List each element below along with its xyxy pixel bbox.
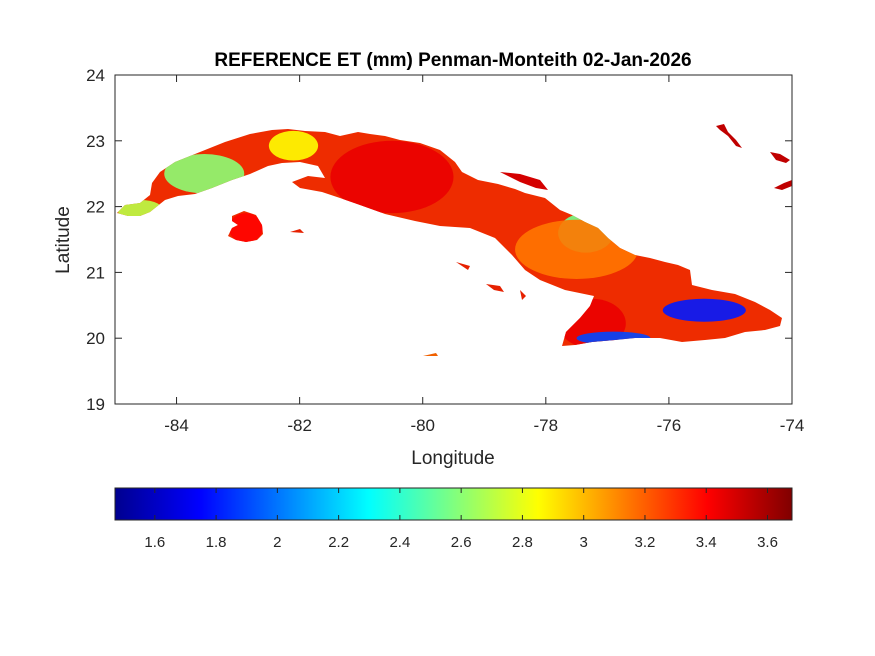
cay-south-1 [456, 262, 470, 270]
y-axis-ticks: 19 20 21 22 23 24 [86, 66, 792, 414]
y-tick-label: 22 [86, 198, 105, 217]
cay-northeast-3 [774, 180, 792, 190]
x-axis-ticks: -84 -82 -80 -78 -76 -74 [164, 75, 804, 435]
et-region-9 [662, 298, 746, 322]
cay-northeast-1 [716, 124, 742, 148]
y-tick-label: 19 [86, 395, 105, 414]
y-axis-label: Latitude [53, 206, 74, 274]
cay-northeast-2 [770, 152, 790, 163]
x-tick-label: -76 [657, 416, 682, 435]
colorbar-tick-label: 3.4 [696, 534, 717, 551]
y-tick-label: 23 [86, 132, 105, 151]
y-tick-label: 21 [86, 263, 105, 282]
small-land-fragments [290, 124, 792, 356]
axes-box [114, 74, 793, 405]
et-region-3 [330, 140, 454, 214]
colorbar-tick-label: 2.2 [328, 534, 349, 551]
x-tick-label: -80 [410, 416, 435, 435]
colorbar-gradient [114, 487, 793, 521]
colorbar-tick-label: 1.6 [144, 534, 165, 551]
x-tick-label: -74 [780, 416, 805, 435]
plot-area [115, 75, 792, 404]
cay-south-3 [520, 290, 526, 300]
et-region-4 [228, 213, 263, 243]
colorbar-tick-label: 2.6 [451, 534, 472, 551]
x-tick-label: -84 [164, 416, 189, 435]
x-tick-label: -78 [534, 416, 559, 435]
y-tick-label: 24 [86, 66, 105, 85]
cay-south-2 [486, 284, 504, 292]
y-tick-label: 20 [86, 329, 105, 348]
colorbar-tick-label: 3 [580, 534, 588, 551]
colorbar-tick-label: 3.6 [757, 534, 778, 551]
x-tick-label: -82 [287, 416, 312, 435]
cay-south-4 [290, 229, 304, 233]
colorbar [114, 487, 793, 521]
colorbar-tick-label: 2.8 [512, 534, 533, 551]
x-axis-label: Longitude [411, 448, 494, 469]
colorbar-tick-label: 1.8 [206, 534, 227, 551]
chart-title: REFERENCE ET (mm) Penman-Monteith 02-Jan… [214, 50, 691, 71]
cay-north-central [500, 172, 548, 190]
colorbar-tick-label: 3.2 [635, 534, 656, 551]
colorbar-tick-label: 2 [273, 534, 281, 551]
colorbar-ticks: 1.6 1.8 2 2.2 2.4 2.6 2.8 3 3.2 3.4 3.6 [144, 488, 778, 551]
colorbar-tick-label: 2.4 [389, 534, 410, 551]
et-region-2 [268, 130, 319, 161]
cay-south-5 [423, 353, 438, 356]
